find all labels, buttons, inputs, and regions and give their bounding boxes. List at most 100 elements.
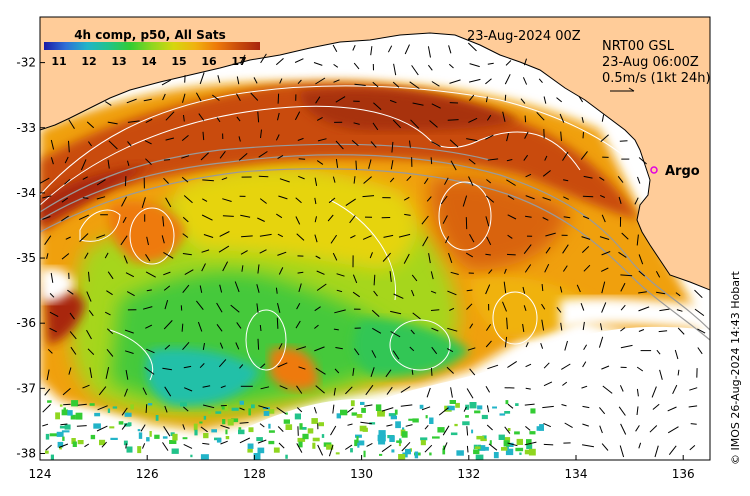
sst-pixel: [110, 437, 118, 440]
current-vector: [195, 92, 202, 102]
current-vector: [62, 388, 71, 396]
current-vector: [296, 407, 303, 413]
sst-pixel: [482, 435, 487, 440]
current-vector: [360, 421, 372, 425]
current-vector: [49, 311, 59, 318]
current-vector: [165, 197, 172, 208]
current-vector: [279, 385, 288, 390]
current-vector: [600, 323, 603, 331]
current-vector: [401, 441, 411, 452]
current-vector: [202, 442, 210, 445]
current-vector: [372, 327, 382, 334]
current-vector: [638, 270, 646, 277]
argo-float-marker[interactable]: [650, 166, 658, 174]
current-vector: [598, 336, 604, 348]
current-vector: [181, 323, 184, 332]
current-vector: [222, 198, 232, 202]
current-vector: [260, 363, 266, 369]
current-vector: [198, 113, 205, 121]
current-vector: [485, 253, 491, 256]
current-vector: [694, 289, 703, 299]
current-vector: [97, 405, 108, 411]
current-vector: [635, 425, 640, 432]
sst-pixel: [56, 431, 64, 437]
sst-pixel: [382, 434, 386, 442]
current-vector: [259, 249, 267, 254]
current-vector: [236, 322, 242, 329]
current-vector: [523, 154, 529, 161]
current-vector: [504, 426, 511, 434]
sst-pixel: [471, 429, 474, 434]
current-vector: [335, 140, 344, 150]
colorbar-tick-label: 15: [171, 55, 186, 68]
sst-pixel: [155, 415, 159, 421]
current-vector: [619, 445, 625, 458]
sst-pixel: [109, 426, 115, 429]
current-vector: [694, 308, 705, 317]
current-vector: [618, 406, 626, 416]
current-vector: [538, 78, 543, 84]
current-vector: [540, 343, 544, 349]
sst-pixel: [391, 449, 395, 453]
sst-pixel: [294, 413, 301, 420]
current-vector: [330, 234, 338, 244]
current-vector: [277, 426, 284, 432]
current-vector: [69, 331, 77, 340]
current-vector: [506, 133, 509, 142]
current-vector: [559, 113, 565, 123]
current-vector: [60, 423, 68, 426]
current-vector: [466, 426, 469, 436]
current-vector: [373, 274, 376, 286]
sst-pixel: [268, 440, 275, 445]
x-tick-label: 130: [350, 467, 373, 481]
current-vector: [447, 327, 458, 332]
sst-pixel: [312, 437, 320, 442]
sst-pixel: [465, 415, 469, 418]
current-vector: [486, 236, 492, 246]
sst-pixel: [388, 413, 397, 417]
current-vector: [619, 140, 628, 142]
current-vector: [144, 366, 155, 375]
current-vector: [125, 443, 127, 449]
sst-pixel: [59, 446, 62, 450]
sst-pixel: [405, 448, 411, 455]
current-vector: [583, 215, 590, 220]
sst-pixel: [59, 425, 66, 429]
current-vector: [543, 381, 553, 387]
current-vector: [697, 328, 706, 334]
current-vector: [563, 179, 569, 182]
current-vector: [651, 386, 657, 398]
current-vector: [239, 54, 246, 64]
current-vector: [121, 196, 127, 207]
current-vector: [80, 159, 87, 171]
scale-label: 0.5m/s (1kt 24h): [602, 71, 711, 86]
current-vector: [368, 159, 372, 169]
current-source-label: NRT00 GSL: [602, 39, 675, 54]
current-vector: [406, 175, 412, 182]
current-vector: [124, 329, 134, 334]
current-vector: [277, 93, 280, 104]
sst-pixel: [489, 440, 492, 445]
current-vector: [542, 405, 554, 409]
sst-pixel: [377, 410, 385, 417]
current-vector: [536, 111, 545, 121]
current-vector: [450, 387, 453, 398]
current-vector: [257, 111, 260, 123]
current-vector: [298, 175, 305, 180]
sst-pixel: [447, 405, 455, 411]
sst-pixel: [225, 436, 230, 440]
current-vector: [689, 445, 696, 451]
sst-pixel: [171, 448, 179, 454]
date-label: 23-Aug-2024 00Z: [467, 29, 581, 44]
current-vector: [330, 425, 337, 436]
current-vector: [392, 350, 400, 360]
sst-pixel: [420, 440, 426, 446]
isotherm-contours: [40, 85, 641, 381]
current-vector: [165, 111, 175, 121]
sst-pixel: [429, 452, 432, 456]
current-vector: [230, 304, 240, 313]
sst-pixel: [285, 424, 293, 430]
current-vector: [196, 300, 204, 311]
current-vector: [520, 98, 526, 104]
current-vector: [333, 328, 339, 331]
